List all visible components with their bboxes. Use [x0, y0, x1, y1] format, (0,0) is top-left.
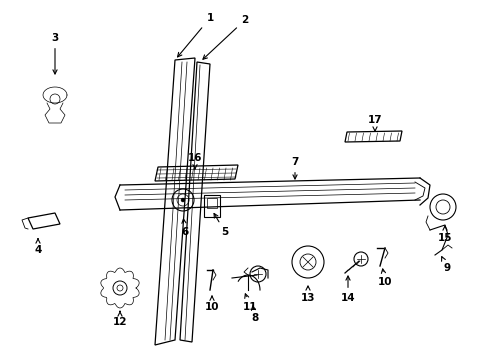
Text: 14: 14: [340, 276, 355, 303]
Text: 10: 10: [204, 296, 219, 312]
Text: 2: 2: [203, 15, 248, 59]
Text: 15: 15: [437, 226, 451, 243]
Text: 4: 4: [34, 239, 41, 255]
Text: 5: 5: [214, 213, 228, 237]
Text: 12: 12: [113, 311, 127, 327]
Text: 7: 7: [291, 157, 298, 179]
Text: 13: 13: [300, 286, 315, 303]
Text: 3: 3: [51, 33, 59, 74]
Text: 9: 9: [441, 257, 449, 273]
Text: 17: 17: [367, 115, 382, 131]
Text: 11: 11: [242, 294, 257, 312]
Text: 10: 10: [377, 269, 391, 287]
Text: 6: 6: [181, 219, 188, 237]
Text: 1: 1: [177, 13, 213, 57]
Text: 8: 8: [251, 306, 258, 323]
Circle shape: [181, 198, 184, 202]
Text: 16: 16: [187, 153, 202, 169]
Bar: [206, 198, 217, 208]
Bar: [203, 195, 220, 217]
